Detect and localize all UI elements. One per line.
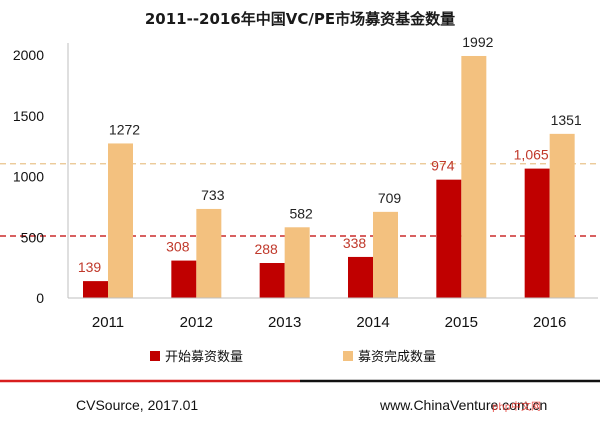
y-tick-label: 1000 <box>13 169 44 185</box>
bars: 139 1272 308 733 288 582 338 709 974 1992 1,065 135… <box>78 34 582 298</box>
x-tick-label: 2013 <box>268 314 301 331</box>
x-tick-label: 2015 <box>445 314 478 331</box>
y-tick-label: 2000 <box>13 47 44 63</box>
legend-label: 募资完成数量 <box>358 350 436 365</box>
x-tick-label: 2011 <box>92 314 124 331</box>
legend-swatch <box>150 351 160 361</box>
x-axis: 2011 2012 2013 2014 2015 2016 <box>68 297 598 331</box>
x-tick-label: 2014 <box>356 314 389 331</box>
bar-start-2011 <box>83 281 108 298</box>
bar-complete-2016 <box>549 133 575 298</box>
legend-label: 开始募资数量 <box>165 350 243 365</box>
data-label: 582 <box>289 205 313 221</box>
data-label: 1992 <box>462 34 493 50</box>
watermark: php中文网 <box>492 402 542 413</box>
y-tick-label: 0 <box>36 290 44 306</box>
data-label: 338 <box>343 235 367 251</box>
y-tick-label: 500 <box>21 229 45 245</box>
bar-complete-2014 <box>373 211 398 298</box>
footer: CVSource, 2017.01 www.ChinaVenture.com.c… <box>0 379 600 413</box>
bar-complete-2012 <box>196 208 222 298</box>
bar-start-2013 <box>259 263 285 298</box>
data-label: 308 <box>166 239 190 255</box>
data-label: 139 <box>78 259 102 275</box>
footer-website: www.ChinaVenture.com.cn <box>379 397 547 413</box>
bar-complete-2015 <box>461 55 487 298</box>
y-axis: 0 500 1000 1500 2000 <box>13 43 69 306</box>
legend: 开始募资数量 募资完成数量 <box>150 350 436 365</box>
legend-swatch <box>343 351 353 361</box>
data-label: 288 <box>254 241 278 257</box>
footer-source: CVSource, 2017.01 <box>76 397 198 413</box>
bar-complete-2011 <box>108 143 133 298</box>
bar-start-2012 <box>171 260 197 298</box>
reference-lines <box>0 163 600 237</box>
data-label: 1,065 <box>514 147 549 163</box>
data-label: 709 <box>378 190 402 206</box>
data-label: 1351 <box>551 112 582 128</box>
bar-start-2015 <box>436 179 462 298</box>
data-label: 733 <box>201 187 225 203</box>
x-tick-label: 2012 <box>180 314 213 331</box>
bar-start-2016 <box>524 168 550 298</box>
y-tick-label: 1500 <box>13 108 44 124</box>
data-label: 974 <box>431 158 455 174</box>
chart-title: 2011--2016年中国VC/PE市场募资基金数量 <box>145 10 455 28</box>
x-tick-label: 2016 <box>533 314 566 331</box>
bar-start-2014 <box>348 256 373 298</box>
data-label: 1272 <box>109 121 140 137</box>
bar-complete-2013 <box>284 227 310 298</box>
